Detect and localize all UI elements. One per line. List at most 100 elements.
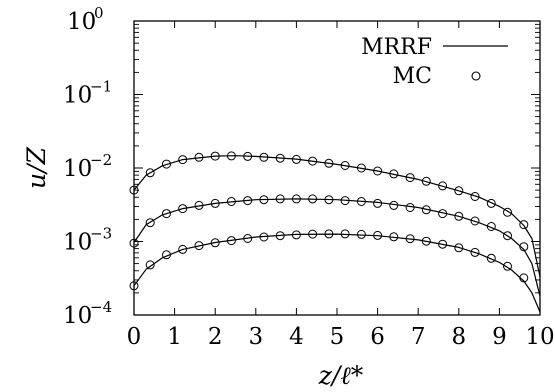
data-point-lower (454, 243, 464, 253)
data-point-middle (178, 204, 188, 214)
data-point-lower (470, 247, 480, 257)
data-point-middle (194, 200, 204, 210)
x-tick-label: 10 (525, 324, 554, 350)
y-tick-label: 10 (63, 303, 92, 329)
y-tick-exponent: −1 (90, 78, 112, 96)
data-point-lower (308, 229, 318, 239)
data-point-middle (454, 211, 464, 221)
data-point-upper (454, 186, 464, 196)
y-tick-label: 10 (63, 83, 92, 109)
data-point-upper (194, 152, 204, 162)
data-point-upper (486, 198, 496, 208)
data-point-middle (519, 242, 529, 252)
data-point-upper (178, 155, 188, 165)
y-tick-exponent: −3 (90, 225, 112, 243)
data-point-middle (275, 194, 285, 204)
markers-layer (129, 151, 529, 291)
data-point-middle (503, 231, 512, 241)
data-point-middle (243, 196, 253, 206)
series-line-middle (133, 198, 541, 297)
data-point-lower (503, 261, 512, 271)
data-point-middle (145, 218, 155, 228)
data-point-lower (178, 244, 188, 254)
x-tick-label: 9 (492, 324, 507, 350)
data-point-upper (226, 151, 236, 161)
data-point-middle (259, 195, 269, 205)
legend: MRRF MC (361, 35, 508, 89)
data-point-upper (356, 163, 366, 173)
x-tick-label: 5 (330, 324, 345, 350)
x-tick-label: 6 (370, 324, 385, 350)
data-point-middle (162, 209, 171, 219)
series-line-lower (133, 233, 541, 313)
x-tick-label: 2 (208, 324, 223, 350)
data-point-upper (373, 166, 383, 176)
data-point-lower (389, 232, 399, 242)
y-tick-exponent: 0 (94, 4, 104, 22)
data-point-upper (503, 207, 512, 217)
data-point-lower (194, 241, 204, 251)
data-point-upper (324, 158, 334, 168)
data-point-upper (405, 173, 415, 183)
data-point-lower (421, 236, 431, 246)
legend-circle-sample (471, 71, 481, 81)
data-point-lower (259, 232, 269, 242)
x-tick-label: 8 (451, 324, 466, 350)
data-point-lower (340, 229, 350, 239)
data-point-upper (145, 168, 155, 178)
x-tick-label: 3 (248, 324, 263, 350)
y-tick-label: 10 (63, 156, 92, 182)
data-point-middle (405, 203, 415, 212)
data-point-upper (470, 192, 480, 201)
y-tick-label: 10 (63, 230, 92, 256)
data-point-upper (259, 152, 269, 162)
data-point-lower (324, 229, 334, 239)
y-tick-exponent: −4 (90, 298, 112, 316)
data-point-lower (373, 230, 383, 240)
x-tick-label: 0 (127, 324, 142, 350)
data-point-upper (275, 153, 285, 163)
data-point-lower (291, 230, 301, 240)
data-point-middle (438, 209, 448, 219)
data-point-upper (291, 154, 301, 164)
data-point-middle (210, 198, 220, 208)
data-point-middle (373, 198, 383, 208)
ticks-layer (133, 20, 541, 316)
data-point-middle (470, 216, 480, 226)
data-point-lower (405, 234, 415, 244)
data-point-middle (226, 197, 236, 206)
y-tick-label: 10 (67, 9, 96, 35)
data-point-middle (486, 222, 496, 231)
x-axis-title: z/ℓ* (318, 361, 364, 390)
data-point-middle (340, 196, 350, 206)
data-point-lower (486, 253, 496, 263)
data-point-lower (438, 239, 448, 249)
data-point-upper (162, 159, 171, 169)
x-tick-label: 4 (289, 324, 304, 350)
data-point-lower (226, 236, 236, 246)
data-point-upper (243, 151, 253, 161)
y-tick-exponent: −2 (90, 151, 112, 169)
data-point-lower (145, 260, 155, 270)
data-point-lower (243, 234, 253, 243)
data-point-middle (308, 194, 318, 204)
data-point-upper (308, 156, 318, 166)
data-point-middle (421, 205, 431, 215)
series-line-upper (133, 155, 541, 278)
data-point-lower (519, 273, 529, 283)
data-point-upper (438, 181, 448, 191)
data-point-lower (356, 229, 366, 239)
data-point-middle (356, 197, 366, 206)
data-point-lower (210, 238, 220, 248)
x-tick-label: 7 (411, 324, 426, 350)
legend-label-mc: MC (393, 64, 432, 89)
data-point-upper (340, 161, 350, 170)
plot-frame (133, 20, 541, 316)
data-point-middle (324, 195, 334, 205)
data-point-upper (389, 169, 399, 179)
data-point-middle (291, 194, 301, 204)
data-point-lower (162, 250, 171, 260)
